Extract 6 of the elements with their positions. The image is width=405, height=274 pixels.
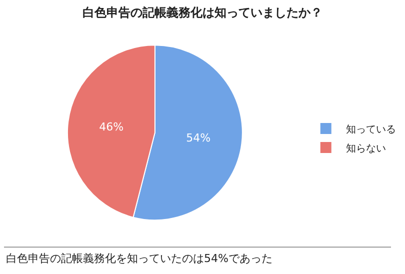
- legend-label: 知らない: [346, 142, 386, 154]
- text: 白色申告の記帳義務化を知っていたのは54%であった: [6, 252, 272, 265]
- data-label: 46%: [99, 120, 124, 134]
- data-label: 54%: [186, 132, 211, 145]
- chart-title: 白色申告の記帳義務化は知っていましたか？: [82, 6, 322, 20]
- legend-label: 知っている: [346, 123, 396, 136]
